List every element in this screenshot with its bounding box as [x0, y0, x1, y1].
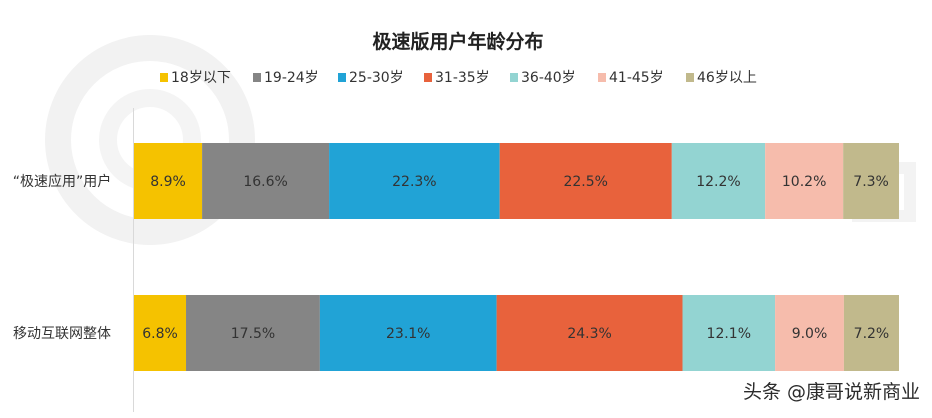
- data-label: 10.2%: [782, 174, 826, 190]
- legend-swatch: [253, 73, 261, 82]
- bars: 8.9% 16.6% 22.3% 22.5% 12.2% 10.2% 7.3% 6.8% 17.…: [134, 143, 899, 371]
- legend-swatch: [686, 73, 694, 82]
- category-label: 移动互联网整体: [13, 326, 111, 342]
- legend-swatch: [424, 73, 432, 82]
- data-label: 8.9%: [150, 174, 186, 190]
- legend-item: 46岁以上: [686, 70, 757, 86]
- data-label: 17.5%: [231, 326, 275, 342]
- bar-segment: [499, 143, 672, 219]
- bar-segment: [671, 143, 766, 219]
- chart-title: 极速版用户年龄分布: [372, 30, 543, 53]
- legend-label: 25-30岁: [349, 70, 404, 86]
- legend-swatch: [160, 73, 168, 82]
- bar-segment: [843, 295, 899, 371]
- legend-item: 18岁以下: [160, 70, 231, 86]
- bar-segment: [134, 295, 187, 371]
- bar-segment: [682, 295, 776, 371]
- legend-label: 36-40岁: [521, 70, 576, 86]
- data-label: 7.3%: [853, 174, 889, 190]
- legend-label: 41-45岁: [609, 70, 664, 86]
- data-label: 22.5%: [563, 174, 607, 190]
- legend-swatch: [598, 73, 606, 82]
- bar-segment: [202, 143, 330, 219]
- bar-segment: [186, 295, 320, 371]
- bar-segment: [134, 143, 203, 219]
- legend-item: 41-45岁: [598, 70, 664, 86]
- data-label: 23.1%: [386, 326, 430, 342]
- legend-label: 18岁以下: [171, 70, 231, 86]
- data-label: 12.1%: [707, 326, 751, 342]
- bar-segment: [765, 143, 844, 219]
- bar-segment: [775, 295, 844, 371]
- legend-item: 19-24岁: [253, 70, 319, 86]
- data-label: 7.2%: [854, 326, 890, 342]
- legend-item: 36-40岁: [510, 70, 576, 86]
- data-label: 22.3%: [392, 174, 436, 190]
- data-label: 9.0%: [792, 326, 828, 342]
- bar-segment: [319, 295, 497, 371]
- bar-segment: [329, 143, 500, 219]
- legend-swatch: [338, 73, 346, 82]
- legend-label: 19-24岁: [264, 70, 319, 86]
- legend-item: 31-35岁: [424, 70, 490, 86]
- bar-segment: [496, 295, 683, 371]
- legend-label: 31-35岁: [435, 70, 490, 86]
- legend-label: 46岁以上: [697, 70, 757, 86]
- watermark-text: 头条 @康哥说新商业: [743, 381, 920, 403]
- bar-segment: [843, 143, 899, 219]
- legend: 18岁以下 19-24岁 25-30岁 31-35岁 36-40岁 41-45岁 46岁以上: [160, 70, 757, 86]
- data-label: 12.2%: [696, 174, 740, 190]
- data-label: 6.8%: [142, 326, 178, 342]
- category-label: “极速应用”用户: [13, 173, 112, 190]
- data-label: 16.6%: [243, 174, 287, 190]
- legend-swatch: [510, 73, 518, 82]
- legend-item: 25-30岁: [338, 70, 404, 86]
- data-label: 24.3%: [567, 326, 611, 342]
